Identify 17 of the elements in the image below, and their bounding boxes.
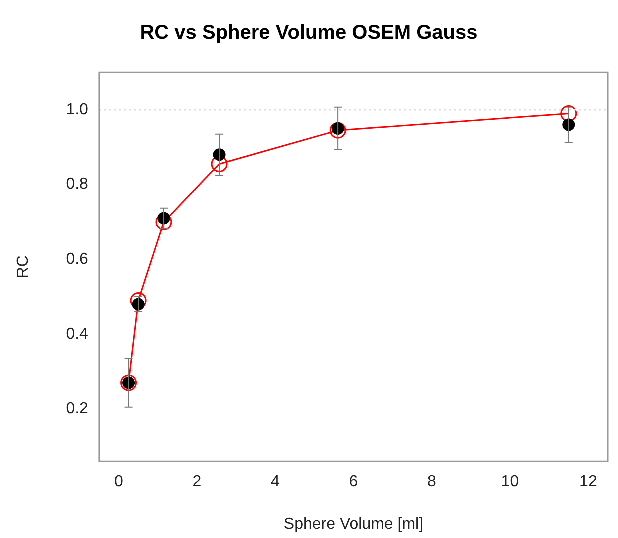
y-axis-title: RC bbox=[15, 256, 32, 279]
x-tick-label: 2 bbox=[192, 474, 202, 491]
x-axis-title: Sphere Volume [ml] bbox=[284, 516, 424, 533]
y-tick-label: 0.8 bbox=[66, 176, 89, 194]
y-tick-label: 0.4 bbox=[66, 326, 89, 343]
x-tick-label: 10 bbox=[501, 474, 520, 491]
y-tick-label: 0.2 bbox=[66, 400, 89, 418]
chart-title: RC vs Sphere Volume OSEM Gauss bbox=[139, 22, 479, 45]
x-tick-label: 12 bbox=[580, 474, 598, 491]
x-tick-label: 8 bbox=[428, 474, 437, 491]
point bbox=[330, 122, 346, 139]
y-tick-label: 0.6 bbox=[66, 251, 89, 268]
point bbox=[560, 105, 578, 122]
x-tick-label: 0 bbox=[114, 474, 124, 491]
x-tick-label: 4 bbox=[271, 474, 280, 491]
y-tick-label: 1.0 bbox=[66, 101, 89, 118]
x-tick-label: 6 bbox=[349, 474, 358, 491]
